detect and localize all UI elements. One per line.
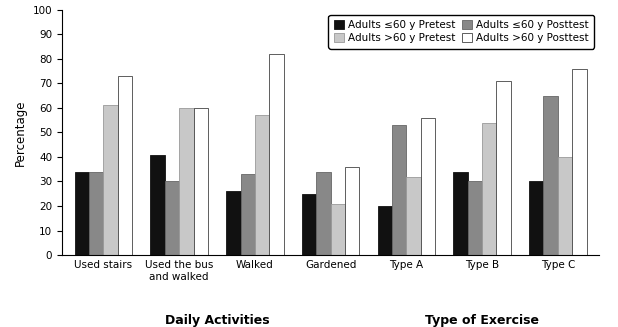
Legend: Adults ≤60 y Pretest, Adults >60 y Pretest, Adults ≤60 y Posttest, Adults >60 y : Adults ≤60 y Pretest, Adults >60 y Prete…	[328, 15, 595, 49]
Bar	[316, 172, 331, 255]
Bar	[392, 125, 407, 255]
Bar	[75, 172, 89, 255]
Text: Daily Activities: Daily Activities	[165, 314, 269, 327]
Bar	[89, 172, 103, 255]
Bar	[331, 203, 345, 255]
Bar	[558, 157, 572, 255]
Bar	[226, 191, 240, 255]
Y-axis label: Percentage: Percentage	[14, 99, 27, 166]
Bar	[543, 95, 558, 255]
Bar	[529, 181, 543, 255]
Bar	[482, 123, 496, 255]
Bar	[407, 177, 421, 255]
Bar	[103, 105, 118, 255]
Bar	[378, 206, 392, 255]
Bar	[179, 108, 193, 255]
Bar	[165, 181, 179, 255]
Bar	[572, 69, 586, 255]
Bar	[240, 174, 255, 255]
Bar	[150, 154, 165, 255]
Bar	[269, 54, 284, 255]
Bar	[496, 81, 511, 255]
Bar	[302, 194, 316, 255]
Bar	[468, 181, 482, 255]
Text: Type of Exercise: Type of Exercise	[425, 314, 539, 327]
Bar	[345, 167, 360, 255]
Bar	[255, 115, 269, 255]
Bar	[421, 118, 435, 255]
Bar	[193, 108, 208, 255]
Bar	[454, 172, 468, 255]
Bar	[118, 76, 132, 255]
